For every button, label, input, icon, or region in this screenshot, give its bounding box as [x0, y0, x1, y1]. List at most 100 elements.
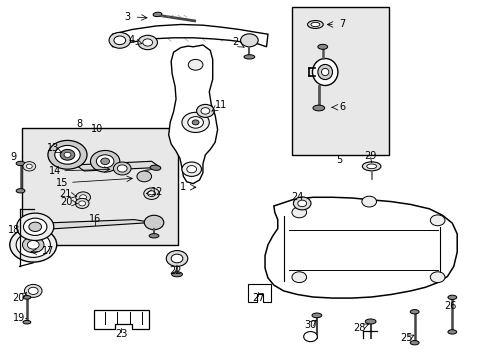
Text: 22: 22 [168, 266, 181, 276]
Circle shape [142, 39, 152, 46]
Circle shape [182, 162, 201, 176]
Text: 18: 18 [7, 225, 20, 235]
Circle shape [113, 162, 131, 175]
Circle shape [147, 191, 155, 197]
Circle shape [114, 36, 125, 45]
Circle shape [293, 197, 310, 210]
Ellipse shape [307, 21, 323, 28]
Text: 8: 8 [76, 119, 82, 129]
Ellipse shape [312, 105, 324, 111]
Ellipse shape [153, 12, 162, 17]
Circle shape [79, 201, 85, 206]
Circle shape [27, 240, 39, 249]
Polygon shape [94, 310, 149, 329]
Text: 19: 19 [12, 312, 25, 323]
Circle shape [96, 155, 114, 168]
Text: 10: 10 [90, 124, 103, 134]
Text: 20: 20 [60, 197, 72, 207]
Circle shape [26, 164, 32, 168]
Circle shape [101, 158, 109, 165]
Circle shape [187, 117, 203, 128]
Circle shape [64, 152, 71, 157]
Polygon shape [168, 45, 217, 184]
Circle shape [48, 140, 87, 169]
Polygon shape [264, 197, 456, 298]
Circle shape [90, 150, 120, 172]
Circle shape [192, 120, 199, 125]
Circle shape [29, 222, 41, 231]
Circle shape [28, 287, 38, 294]
Ellipse shape [150, 165, 161, 170]
Circle shape [144, 215, 163, 230]
Text: 4: 4 [129, 35, 135, 45]
Ellipse shape [171, 272, 182, 277]
Circle shape [429, 272, 444, 283]
Ellipse shape [149, 234, 159, 238]
Text: 9: 9 [11, 152, 17, 162]
Circle shape [55, 145, 80, 164]
Ellipse shape [312, 58, 337, 85]
Text: 5: 5 [335, 155, 341, 165]
Text: 15: 15 [56, 178, 69, 188]
Text: 30: 30 [304, 320, 316, 330]
Circle shape [16, 232, 50, 257]
Circle shape [75, 198, 89, 208]
Circle shape [297, 200, 306, 207]
Text: 26: 26 [444, 301, 456, 311]
Text: 6: 6 [339, 102, 345, 112]
Circle shape [80, 195, 86, 200]
Text: 12: 12 [151, 186, 163, 197]
Ellipse shape [365, 319, 375, 324]
Ellipse shape [16, 189, 25, 193]
Ellipse shape [321, 68, 328, 76]
Circle shape [76, 192, 90, 203]
Circle shape [23, 218, 47, 235]
Circle shape [10, 228, 57, 262]
Circle shape [361, 196, 376, 207]
Text: 24: 24 [290, 192, 303, 202]
Circle shape [171, 254, 183, 263]
Circle shape [186, 166, 196, 173]
Circle shape [60, 149, 75, 160]
Circle shape [143, 188, 159, 199]
Ellipse shape [23, 320, 31, 324]
Polygon shape [40, 220, 151, 230]
Ellipse shape [447, 295, 456, 300]
Text: 27: 27 [251, 293, 264, 303]
Ellipse shape [317, 44, 327, 49]
Text: 23: 23 [115, 329, 127, 339]
Text: 17: 17 [41, 246, 54, 256]
Ellipse shape [317, 64, 332, 80]
Text: 21: 21 [59, 189, 72, 199]
Circle shape [166, 251, 187, 266]
Text: 1: 1 [180, 182, 186, 192]
Text: 13: 13 [46, 143, 59, 153]
Text: 7: 7 [339, 19, 345, 30]
Ellipse shape [311, 313, 321, 318]
Circle shape [24, 284, 42, 297]
Circle shape [22, 237, 44, 253]
Ellipse shape [310, 22, 319, 27]
Circle shape [17, 213, 54, 240]
Circle shape [182, 112, 209, 132]
Circle shape [303, 332, 317, 342]
Bar [292, 7, 388, 155]
Ellipse shape [16, 161, 25, 166]
Text: 3: 3 [124, 12, 130, 22]
Ellipse shape [23, 296, 31, 299]
Circle shape [291, 272, 306, 283]
Text: 20: 20 [12, 293, 25, 303]
Circle shape [109, 32, 130, 48]
Ellipse shape [409, 341, 418, 345]
Circle shape [138, 35, 157, 50]
Circle shape [23, 162, 36, 171]
Text: 28: 28 [353, 323, 366, 333]
Text: 2: 2 [232, 37, 238, 48]
Polygon shape [76, 161, 160, 171]
Ellipse shape [409, 310, 418, 314]
Circle shape [429, 215, 444, 226]
Text: 29: 29 [364, 150, 376, 161]
Circle shape [137, 171, 151, 182]
Polygon shape [112, 24, 267, 47]
Ellipse shape [366, 164, 376, 168]
